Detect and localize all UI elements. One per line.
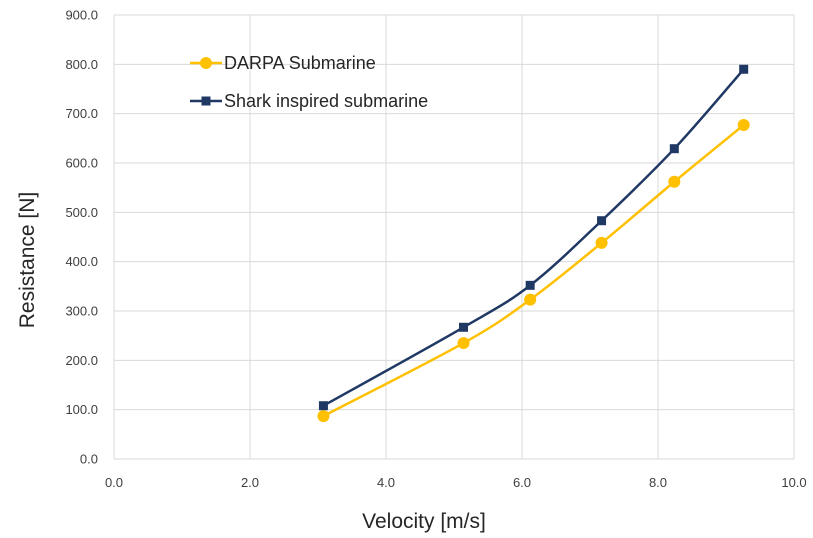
data-point: [457, 337, 470, 350]
y-tick-label: 100.0: [65, 402, 98, 417]
data-series: [317, 64, 750, 423]
y-tick-label: 500.0: [65, 205, 98, 220]
series-line: [322, 68, 745, 407]
y-tick-label: 200.0: [65, 353, 98, 368]
x-tick-label: 8.0: [649, 475, 667, 490]
y-axis-ticks: 0.0 100.0 200.0 300.0 400.0 500.0 600.0 700.0 80…: [65, 8, 98, 467]
data-point: [595, 236, 608, 249]
y-tick-label: 400.0: [65, 254, 98, 269]
x-axis-ticks: 0.0 2.0 4.0 6.0 8.0 10.0: [105, 475, 807, 490]
legend-marker: [201, 96, 211, 106]
series-shark-inspired-submarine: [318, 64, 749, 411]
data-point: [739, 64, 749, 74]
legend-label: DARPA Submarine: [224, 53, 376, 73]
data-point: [668, 175, 681, 188]
data-point: [318, 401, 328, 411]
y-tick-label: 900.0: [65, 8, 98, 23]
data-point: [524, 293, 537, 306]
series-darpa-submarine: [317, 119, 750, 423]
x-tick-label: 10.0: [781, 475, 806, 490]
data-point: [597, 216, 607, 226]
data-point: [317, 410, 330, 423]
data-point: [737, 119, 750, 132]
legend-entry: Shark inspired submarine: [190, 91, 428, 111]
legend: DARPA Submarine Shark inspired submarine: [190, 53, 428, 111]
y-tick-label: 300.0: [65, 304, 98, 319]
series-line: [322, 124, 745, 418]
legend-label: Shark inspired submarine: [224, 91, 428, 111]
y-axis-title: Resistance [N]: [16, 192, 39, 329]
data-point: [459, 322, 469, 332]
x-tick-label: 0.0: [105, 475, 123, 490]
gridlines: [113, 14, 795, 460]
x-tick-label: 2.0: [241, 475, 259, 490]
y-tick-label: 600.0: [65, 156, 98, 171]
x-tick-label: 6.0: [513, 475, 531, 490]
data-point: [669, 144, 679, 154]
data-point: [525, 280, 535, 290]
y-tick-label: 700.0: [65, 106, 98, 121]
legend-entry: DARPA Submarine: [190, 53, 376, 73]
x-tick-label: 4.0: [377, 475, 395, 490]
y-tick-label: 800.0: [65, 57, 98, 72]
y-tick-label: 0.0: [80, 452, 98, 467]
legend-marker: [200, 57, 212, 69]
x-axis-title: Velocity [m/s]: [362, 510, 486, 533]
